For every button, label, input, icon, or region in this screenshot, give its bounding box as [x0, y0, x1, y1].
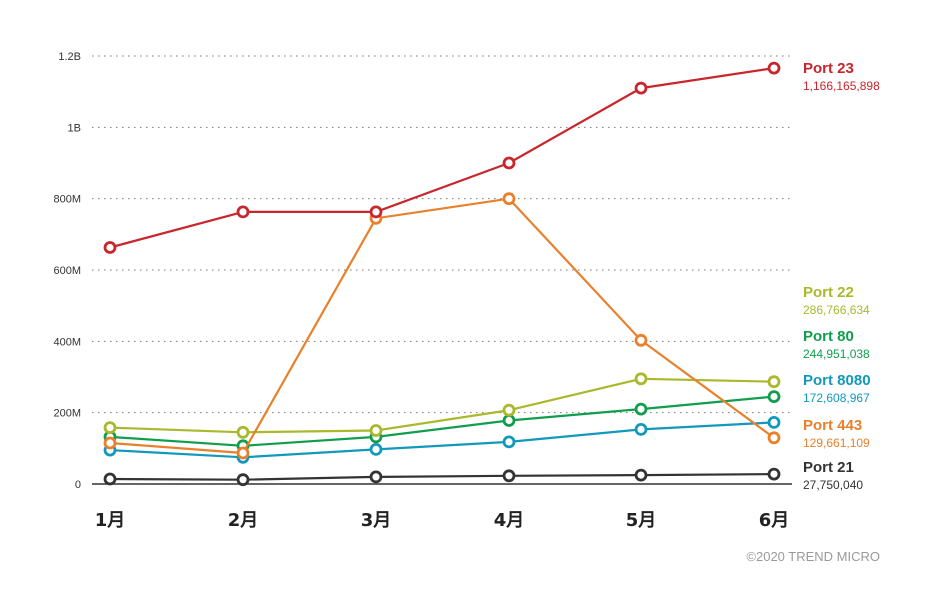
data-point	[634, 81, 648, 95]
data-point	[369, 470, 383, 484]
x-tick-label: 5月	[626, 510, 657, 531]
y-tick-label: 1.2B	[58, 51, 81, 63]
data-point	[369, 205, 383, 219]
data-point	[502, 435, 516, 449]
data-point	[103, 241, 117, 254]
data-point	[502, 469, 516, 483]
data-point	[103, 421, 117, 435]
data-point	[767, 61, 781, 75]
data-point	[369, 424, 383, 437]
data-point	[634, 402, 648, 416]
x-tick-label: 6月	[759, 510, 790, 531]
data-point	[767, 390, 781, 404]
data-point	[634, 372, 648, 386]
y-axis: 0 200M 400M 600M 800M 1B 1.2B	[53, 51, 81, 491]
series-line	[109, 473, 775, 481]
data-point	[502, 156, 516, 170]
series-label-value: 1,166,165,898	[803, 79, 880, 93]
data-point	[236, 473, 250, 487]
x-axis: 1月 2月 3月 4月 5月 6月	[95, 510, 790, 531]
y-tick-label: 200M	[53, 408, 81, 420]
series-port-21	[103, 467, 781, 487]
series-port-23	[103, 61, 781, 254]
data-point	[767, 467, 781, 481]
data-point	[502, 403, 516, 417]
y-tick-label: 800M	[53, 194, 81, 206]
series-label-name: Port 80	[803, 328, 854, 345]
data-point	[236, 205, 250, 219]
series-labels: Port 23 1,166,165,898 Port 22 286,766,634 Po…	[803, 60, 880, 492]
series-lines	[103, 61, 781, 487]
series-label-value: 172,608,967	[803, 391, 870, 405]
y-tick-label: 400M	[53, 336, 81, 348]
series-line	[109, 421, 775, 459]
series-line	[109, 197, 775, 455]
y-tick-label: 600M	[53, 265, 81, 277]
x-tick-label: 2月	[228, 510, 259, 531]
series-port-8080	[103, 415, 781, 464]
data-point	[103, 436, 117, 450]
data-point	[502, 192, 516, 206]
y-tick-label: 1B	[68, 122, 81, 134]
data-point	[634, 468, 648, 482]
y-tick-label: 0	[75, 479, 81, 491]
x-tick-label: 4月	[494, 510, 525, 531]
x-tick-label: 1月	[95, 510, 126, 531]
data-point	[369, 442, 383, 456]
series-label-name: Port 23	[803, 60, 854, 77]
x-tick-label: 3月	[361, 510, 392, 531]
series-port-443	[103, 192, 781, 460]
data-point	[767, 415, 781, 429]
gridlines	[92, 55, 792, 485]
series-line	[109, 67, 775, 249]
data-point	[634, 333, 648, 347]
series-label-value: 27,750,040	[803, 478, 863, 492]
series-label-value: 244,951,038	[803, 347, 870, 361]
series-label-name: Port 21	[803, 459, 854, 476]
series-label-name: Port 8080	[803, 372, 871, 389]
series-label-value: 129,661,109	[803, 436, 870, 450]
series-label-value: 286,766,634	[803, 303, 870, 317]
data-point	[103, 472, 117, 486]
data-point	[236, 425, 250, 439]
copyright-credit: ©2020 TREND MICRO	[746, 549, 880, 564]
series-label-name: Port 443	[803, 417, 862, 434]
data-point	[767, 375, 781, 389]
series-line	[109, 377, 775, 434]
series-port-22	[103, 372, 781, 439]
series-label-name: Port 22	[803, 284, 854, 301]
data-point	[236, 446, 250, 460]
data-point	[634, 422, 648, 436]
data-point	[767, 431, 781, 445]
series-line	[109, 395, 775, 447]
data-point	[502, 414, 516, 427]
